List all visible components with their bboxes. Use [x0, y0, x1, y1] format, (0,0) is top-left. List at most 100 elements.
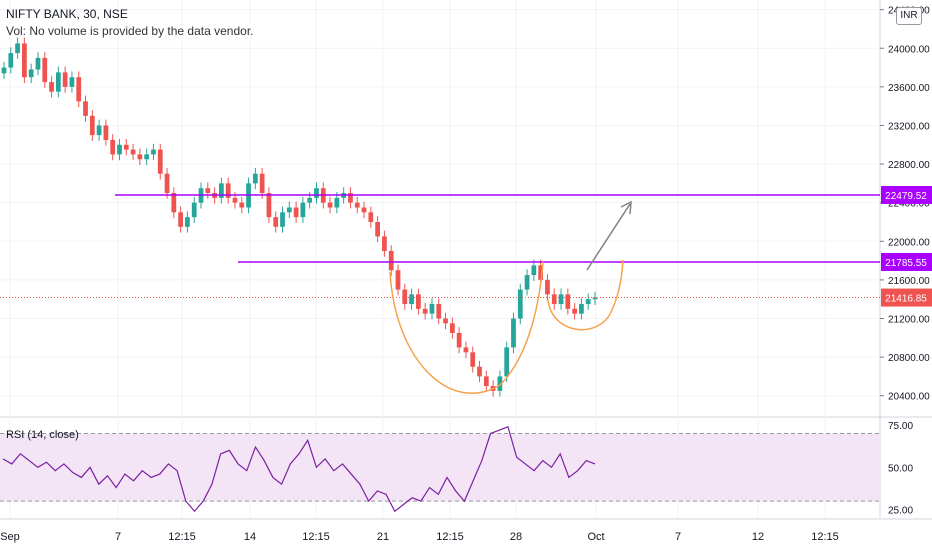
- candle-body: [545, 279, 550, 295]
- candle-body: [164, 173, 170, 194]
- level-price-label: 21785.55: [885, 258, 927, 269]
- price-tick-label: 22400.00: [888, 199, 930, 210]
- candle-body: [103, 125, 109, 140]
- candle-body: [28, 69, 34, 78]
- candle-body: [551, 294, 557, 305]
- candle-body: [368, 212, 374, 222]
- target-arrow-head: [620, 200, 632, 215]
- handle-curve[interactable]: [547, 259, 624, 331]
- rsi-tick-label: 50.00: [888, 463, 913, 474]
- candle-body: [511, 318, 516, 348]
- candle-body: [273, 217, 279, 227]
- candle-body: [558, 294, 564, 305]
- candle-body: [579, 304, 584, 314]
- time-tick-label: 12:15: [302, 531, 330, 543]
- candle-body: [348, 193, 353, 203]
- candle-body: [157, 149, 163, 174]
- level-price-tag: [881, 185, 932, 204]
- candle-body: [456, 332, 462, 348]
- candle-body: [49, 82, 54, 92]
- candle-body: [110, 139, 116, 155]
- candle-body: [477, 366, 482, 377]
- candle-body: [123, 144, 129, 150]
- time-tick-label: 7: [115, 531, 121, 543]
- candle-body: [191, 202, 197, 218]
- candle-body: [565, 294, 571, 309]
- current-price-label: 21416.85: [885, 294, 927, 305]
- candle-body: [8, 53, 14, 68]
- candle-body: [96, 125, 102, 136]
- target-arrow[interactable]: [586, 203, 631, 271]
- candle-body: [266, 193, 272, 218]
- level-price-label: 22479.52: [885, 191, 927, 202]
- currency-badge[interactable]: INR: [896, 7, 922, 25]
- price-scale[interactable]: 24400.0024000.0023600.0023200.0022800.00…: [880, 6, 930, 517]
- price-tick-label: 20400.00: [888, 392, 930, 403]
- rsi-tick-label: 25.00: [888, 506, 913, 517]
- time-tick-label: 7: [675, 531, 681, 543]
- candle-body: [144, 154, 150, 160]
- candle-body: [585, 299, 591, 305]
- candle-body: [422, 308, 428, 314]
- candle-body: [252, 173, 258, 184]
- candle-body: [402, 289, 408, 305]
- candle-series: [1, 37, 598, 397]
- time-scale[interactable]: Sep 7 12:15 14 12:15 21 12:15 28 Oct 7 12 12:15: [0, 531, 839, 543]
- rsi-pane: [0, 425, 880, 513]
- candle-body: [314, 188, 319, 198]
- candle-body: [382, 236, 387, 251]
- candle-body: [416, 294, 421, 309]
- candle-body: [524, 275, 530, 290]
- price-tick-label: 20800.00: [888, 353, 930, 364]
- candle-body: [300, 202, 306, 218]
- candle-body: [1, 67, 7, 74]
- time-tick-label: Sep: [0, 531, 20, 543]
- candle-body: [35, 57, 41, 70]
- candle-body: [76, 77, 82, 102]
- candle-body: [429, 304, 435, 314]
- candle-body: [354, 202, 360, 208]
- drawings-layer: [0, 194, 880, 394]
- price-tick-label: 21600.00: [888, 276, 930, 287]
- candle-body: [388, 250, 394, 271]
- candle-body: [42, 57, 48, 83]
- candle-body: [307, 197, 313, 203]
- candle-body: [592, 297, 598, 300]
- price-tick-label: 23600.00: [888, 83, 930, 94]
- candle-body: [572, 308, 577, 314]
- candle-body: [463, 347, 469, 353]
- candle-body: [89, 115, 95, 136]
- price-tick-label: 23200.00: [888, 121, 930, 132]
- cup-curve[interactable]: [389, 261, 544, 394]
- candle-body: [375, 221, 380, 237]
- current-price-tag: [881, 288, 932, 307]
- rsi-indicator-label[interactable]: RSI (14, close): [6, 429, 79, 441]
- time-tick-label: 28: [510, 531, 522, 543]
- candle-body: [55, 72, 61, 92]
- price-tick-label: 24000.00: [888, 44, 930, 55]
- candle-body: [504, 347, 510, 377]
- price-tick-label: 22000.00: [888, 237, 930, 248]
- candle-body: [409, 294, 414, 305]
- candle-body: [15, 43, 20, 54]
- candle-body: [531, 265, 537, 276]
- candle-body: [117, 144, 122, 155]
- candle-body: [538, 265, 544, 280]
- candle-body: [130, 149, 136, 155]
- volume-note: Vol: No volume is provided by the data v…: [6, 24, 254, 38]
- candle-body: [259, 173, 265, 194]
- candle-body: [185, 217, 190, 227]
- candle-body: [470, 352, 476, 367]
- candle-body: [22, 43, 27, 78]
- symbol-title[interactable]: NIFTY BANK, 30, NSE: [6, 7, 128, 21]
- time-tick-label: 12: [752, 531, 764, 543]
- candle-body: [395, 270, 401, 290]
- rsi-tick-label: 75.00: [888, 421, 913, 432]
- level-price-tag: [881, 252, 932, 271]
- price-tick-label: 21200.00: [888, 314, 930, 325]
- candle-body: [205, 188, 211, 194]
- candle-body: [69, 77, 75, 87]
- candle-body: [286, 207, 292, 213]
- candle-body: [225, 183, 231, 198]
